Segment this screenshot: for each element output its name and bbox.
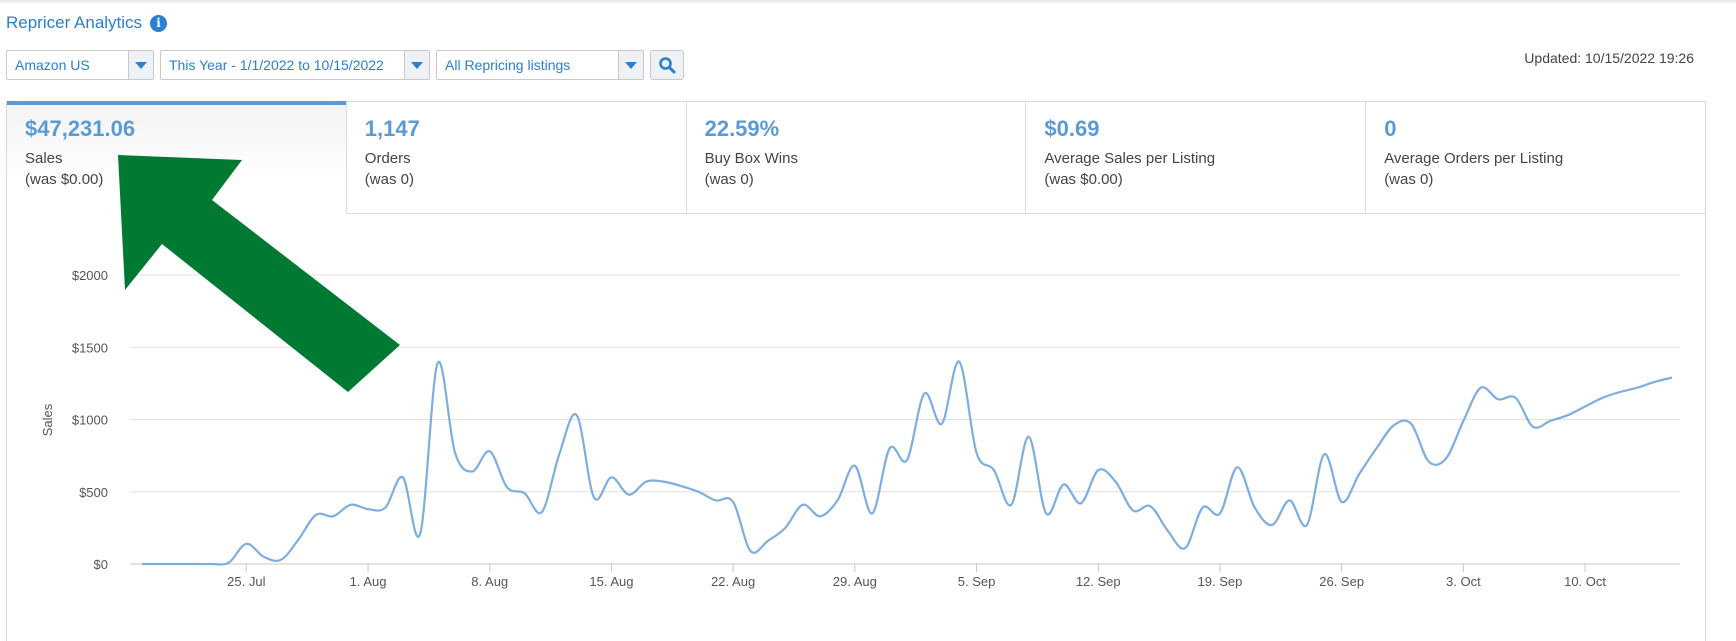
x-tick-label: 15. Aug: [589, 574, 633, 589]
y-axis-label: Sales: [40, 403, 55, 436]
y-tick-label: $0: [94, 557, 108, 572]
kpi-previous: (was $0.00): [1044, 171, 1123, 188]
x-tick-label: 5. Sep: [958, 574, 996, 589]
filter-bar: Amazon US This Year - 1/1/2022 to 10/15/…: [6, 50, 684, 80]
annotation-arrow: [118, 155, 400, 392]
kpi-previous: (was 0): [1384, 171, 1434, 188]
page-title-text: Repricer Analytics: [6, 13, 143, 32]
kpi-value: $0.69: [1044, 116, 1100, 141]
info-icon[interactable]: i: [150, 14, 168, 32]
kpi-tab-orders[interactable]: 1,147 Orders (was 0): [346, 102, 687, 214]
x-tick-label: 12. Sep: [1076, 574, 1121, 589]
kpi-label: Buy Box Wins: [704, 150, 798, 167]
analytics-panel: $47,231.06 Sales (was $0.00) 1,147 Order…: [6, 101, 1706, 641]
page-title: Repricer Analytics i: [6, 13, 168, 33]
y-tick-label: $500: [79, 485, 108, 500]
search-button[interactable]: [650, 50, 684, 80]
x-tick-label: 29. Aug: [833, 574, 877, 589]
chevron-down-icon[interactable]: [128, 51, 153, 79]
x-tick-label: 26. Sep: [1319, 574, 1364, 589]
kpi-label: Sales: [25, 150, 63, 167]
x-tick-label: 25. Jul: [227, 574, 265, 589]
kpi-tab-avg-orders-per-listing[interactable]: 0 Average Orders per Listing (was 0): [1366, 102, 1705, 214]
listings-select-value: All Repricing listings: [445, 57, 571, 73]
kpi-value: 0: [1384, 116, 1397, 141]
kpi-previous: (was 0): [704, 171, 754, 188]
kpi-previous: (was 0): [364, 171, 414, 188]
kpi-label: Average Sales per Listing: [1044, 150, 1216, 167]
kpi-tab-buy-box-wins[interactable]: 22.59% Buy Box Wins (was 0): [686, 102, 1027, 214]
kpi-label: Average Orders per Listing: [1384, 150, 1564, 167]
kpi-tab-avg-sales-per-listing[interactable]: $0.69 Average Sales per Listing (was $0.…: [1026, 102, 1367, 214]
kpi-value: 22.59%: [704, 116, 780, 141]
listings-select[interactable]: All Repricing listings: [436, 50, 644, 80]
date-range-select-value: This Year - 1/1/2022 to 10/15/2022: [169, 57, 384, 73]
kpi-previous: (was $0.00): [25, 171, 104, 188]
search-icon: [659, 57, 676, 74]
y-tick-label: $2000: [72, 268, 108, 283]
sales-line-chart: $0 $500 $1000 $1500 $2000 Sales 25. Jul 1. Aug 8…: [40, 155, 1680, 589]
series-line-sales: [141, 360, 1673, 566]
x-tick-label: 3. Oct: [1446, 574, 1481, 589]
x-tick-label: 22. Aug: [711, 574, 755, 589]
x-tick-label: 19. Sep: [1198, 574, 1243, 589]
kpi-value: 1,147: [364, 116, 420, 141]
y-tick-label: $1000: [72, 413, 108, 428]
marketplace-select[interactable]: Amazon US: [6, 50, 154, 80]
kpi-tabs: $47,231.06 Sales (was $0.00) 1,147 Order…: [7, 101, 1705, 214]
chevron-down-icon[interactable]: [404, 51, 429, 79]
updated-timestamp: Updated: 10/15/2022 19:26: [1524, 50, 1694, 66]
kpi-label: Orders: [364, 150, 411, 167]
marketplace-select-value: Amazon US: [15, 57, 90, 73]
top-shadow: [0, 0, 1736, 4]
x-tick-label: 10. Oct: [1564, 574, 1606, 589]
x-tick-label: 1. Aug: [350, 574, 387, 589]
kpi-value: $47,231.06: [25, 116, 136, 141]
x-tick-label: 8. Aug: [471, 574, 508, 589]
chevron-down-icon[interactable]: [618, 51, 643, 79]
y-tick-label: $1500: [72, 340, 108, 355]
date-range-select[interactable]: This Year - 1/1/2022 to 10/15/2022: [160, 50, 430, 80]
